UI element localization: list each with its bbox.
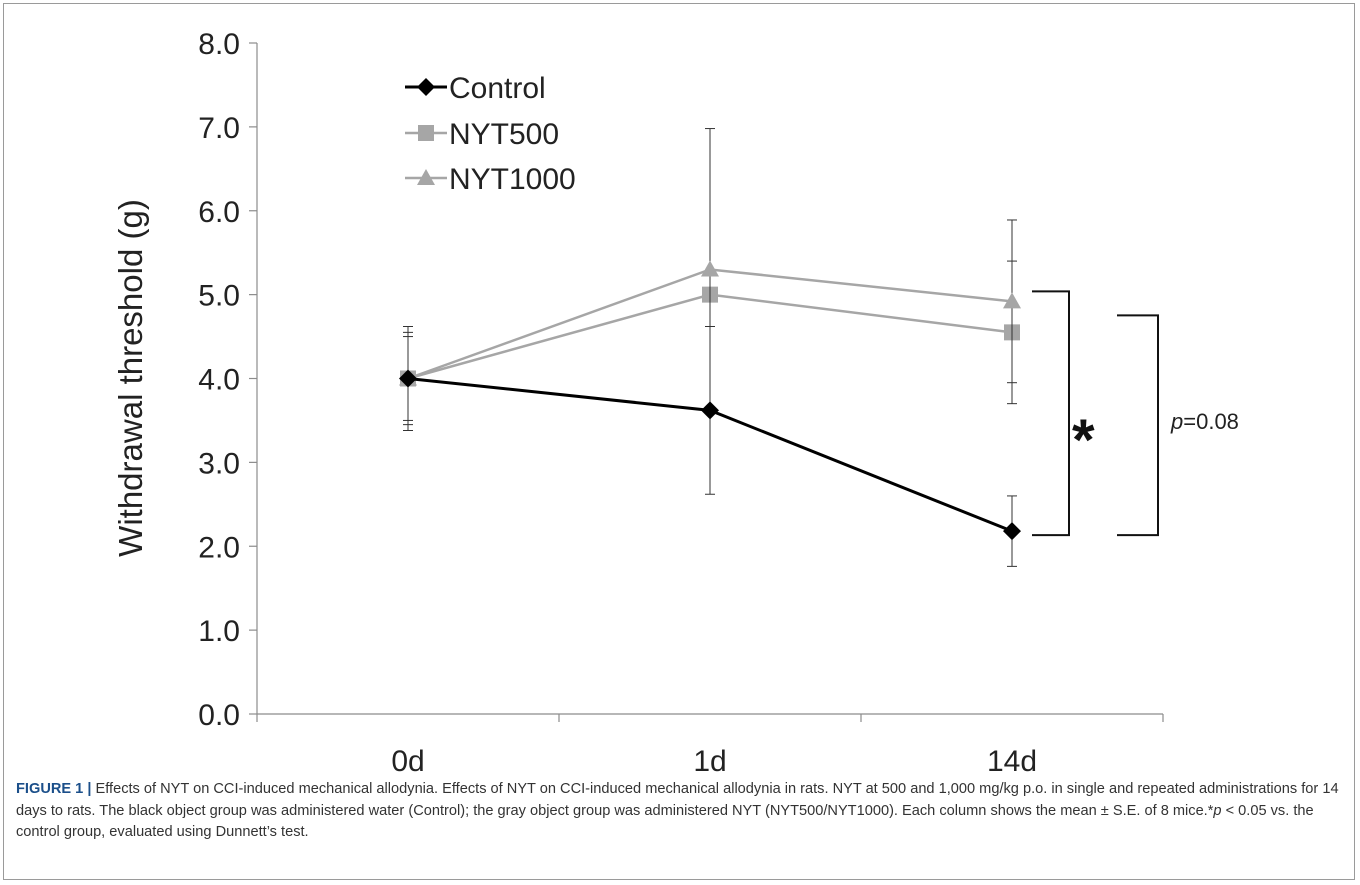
data-point bbox=[1003, 292, 1021, 309]
line-chart: 0.0 1.0 2.0 3.0 4.0 5.0 6.0 7.0 8.0 0d 1d 14d With… bbox=[112, 28, 1239, 775]
data-point bbox=[701, 401, 719, 420]
y-tick-label: 4.0 bbox=[198, 364, 240, 397]
y-tick-label: 7.0 bbox=[198, 112, 240, 145]
bracket-nyt500: p=0.08 bbox=[1117, 314, 1239, 537]
figure-frame bbox=[3, 3, 1355, 880]
series-layer bbox=[399, 128, 1021, 567]
data-point bbox=[399, 369, 417, 388]
p-value-label: p=0.08 bbox=[1170, 409, 1239, 434]
p-value: =0.08 bbox=[1183, 409, 1239, 434]
y-tick-label: 0.0 bbox=[198, 699, 240, 732]
x-tick-label: 0d bbox=[391, 745, 424, 775]
x-tick-label: 14d bbox=[987, 745, 1037, 775]
series-control bbox=[399, 325, 1021, 567]
y-tick-label: 1.0 bbox=[198, 615, 240, 648]
legend: Control NYT500 NYT1000 bbox=[405, 72, 576, 196]
y-tick-label: 5.0 bbox=[198, 280, 240, 313]
caption-p-italic: p bbox=[1213, 802, 1222, 819]
legend-item-nyt1000: NYT1000 bbox=[405, 163, 576, 196]
data-point bbox=[1003, 522, 1021, 541]
data-point bbox=[701, 260, 719, 277]
y-axis: 0.0 1.0 2.0 3.0 4.0 5.0 6.0 7.0 8.0 bbox=[198, 28, 258, 732]
significance-star: * bbox=[1072, 408, 1095, 473]
caption-label: FIGURE 1 | bbox=[16, 781, 92, 797]
caption-text-2: < 0.05 vs. the control group, evaluated … bbox=[16, 802, 1314, 841]
y-axis-label: Withdrawal threshold (g) bbox=[112, 199, 149, 557]
figure-caption: FIGURE 1 | Effects of NYT on CCI-induced… bbox=[16, 779, 1346, 844]
bracket-nyt1000: * bbox=[1032, 290, 1095, 537]
bracket-line bbox=[1032, 290, 1070, 537]
legend-label: Control bbox=[449, 72, 546, 105]
y-tick-label: 2.0 bbox=[198, 531, 240, 564]
y-tick-label: 6.0 bbox=[198, 196, 240, 229]
significance-annotations: * p=0.08 bbox=[1032, 290, 1239, 537]
legend-marker bbox=[417, 78, 435, 96]
y-tick-label: 8.0 bbox=[198, 28, 240, 61]
legend-label: NYT500 bbox=[449, 118, 559, 151]
caption-text-1: Effects of NYT on CCI-induced mechanical… bbox=[16, 781, 1339, 819]
legend-marker bbox=[417, 169, 435, 185]
legend-marker bbox=[418, 125, 434, 141]
legend-label: NYT1000 bbox=[449, 163, 576, 196]
legend-item-control: Control bbox=[405, 72, 546, 105]
bracket-line bbox=[1117, 314, 1159, 537]
y-tick-label: 3.0 bbox=[198, 447, 240, 480]
p-italic: p bbox=[1170, 409, 1183, 434]
legend-item-nyt500: NYT500 bbox=[405, 118, 559, 151]
x-tick-label: 1d bbox=[693, 745, 726, 775]
x-axis: 0d 1d 14d bbox=[256, 713, 1164, 775]
